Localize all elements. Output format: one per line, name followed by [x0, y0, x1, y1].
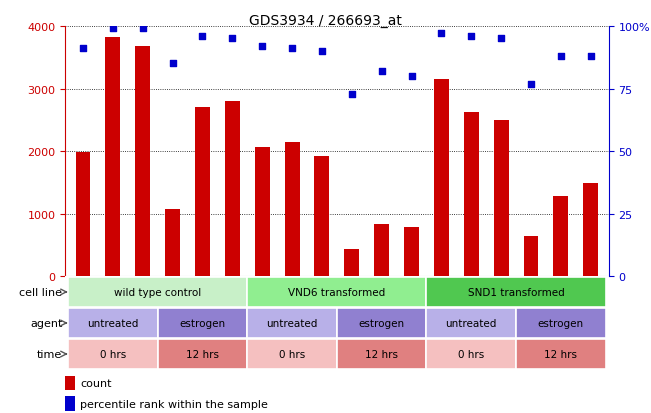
- Text: untreated: untreated: [445, 318, 497, 328]
- Text: wild type control: wild type control: [114, 287, 201, 297]
- Point: [257, 43, 268, 50]
- Point: [78, 46, 89, 52]
- Bar: [426, 278, 605, 307]
- Bar: [523, 236, 538, 277]
- Bar: [516, 308, 605, 338]
- Bar: [65, 376, 75, 390]
- Bar: [105, 38, 120, 277]
- Text: estrogen: estrogen: [538, 318, 584, 328]
- Point: [436, 31, 447, 38]
- Bar: [255, 148, 270, 277]
- Point: [406, 74, 417, 80]
- Point: [287, 46, 298, 52]
- Bar: [195, 108, 210, 277]
- Point: [466, 33, 477, 40]
- Bar: [284, 143, 299, 277]
- Bar: [426, 308, 516, 338]
- Text: untreated: untreated: [266, 318, 318, 328]
- Text: 12 hrs: 12 hrs: [544, 349, 577, 359]
- Text: 0 hrs: 0 hrs: [279, 349, 305, 359]
- Bar: [374, 224, 389, 277]
- Bar: [247, 339, 337, 369]
- Bar: [65, 396, 75, 411]
- Point: [107, 26, 118, 33]
- Bar: [158, 339, 247, 369]
- Bar: [516, 339, 605, 369]
- Text: 0 hrs: 0 hrs: [458, 349, 484, 359]
- Bar: [344, 249, 359, 277]
- Bar: [426, 339, 516, 369]
- Text: SND1 transformed: SND1 transformed: [467, 287, 564, 297]
- Bar: [68, 339, 158, 369]
- Text: 12 hrs: 12 hrs: [365, 349, 398, 359]
- Text: estrogen: estrogen: [359, 318, 405, 328]
- Point: [585, 54, 596, 60]
- Bar: [225, 102, 240, 277]
- Point: [376, 69, 387, 75]
- Bar: [68, 278, 247, 307]
- Bar: [247, 308, 337, 338]
- Bar: [68, 308, 158, 338]
- Bar: [337, 339, 426, 369]
- Bar: [76, 153, 90, 277]
- Point: [346, 91, 357, 97]
- Text: cell line: cell line: [20, 287, 62, 297]
- Bar: [247, 278, 426, 307]
- Point: [227, 36, 238, 43]
- Text: time: time: [37, 349, 62, 359]
- Bar: [583, 184, 598, 277]
- Point: [556, 54, 566, 60]
- Text: percentile rank within the sample: percentile rank within the sample: [80, 399, 268, 409]
- Bar: [314, 157, 329, 277]
- Text: count: count: [80, 378, 112, 388]
- Text: VND6 transformed: VND6 transformed: [288, 287, 385, 297]
- Text: agent: agent: [30, 318, 62, 328]
- Text: 12 hrs: 12 hrs: [186, 349, 219, 359]
- Bar: [434, 80, 449, 277]
- Point: [167, 61, 178, 68]
- Bar: [337, 308, 426, 338]
- Bar: [464, 113, 478, 277]
- Text: estrogen: estrogen: [180, 318, 225, 328]
- Bar: [165, 209, 180, 277]
- Text: GDS3934 / 266693_at: GDS3934 / 266693_at: [249, 14, 402, 28]
- Text: untreated: untreated: [87, 318, 139, 328]
- Point: [496, 36, 506, 43]
- Point: [197, 33, 208, 40]
- Bar: [404, 228, 419, 277]
- Bar: [493, 121, 508, 277]
- Text: 0 hrs: 0 hrs: [100, 349, 126, 359]
- Bar: [135, 47, 150, 277]
- Point: [317, 48, 327, 55]
- Bar: [553, 196, 568, 277]
- Point: [526, 81, 536, 88]
- Point: [137, 26, 148, 33]
- Bar: [158, 308, 247, 338]
